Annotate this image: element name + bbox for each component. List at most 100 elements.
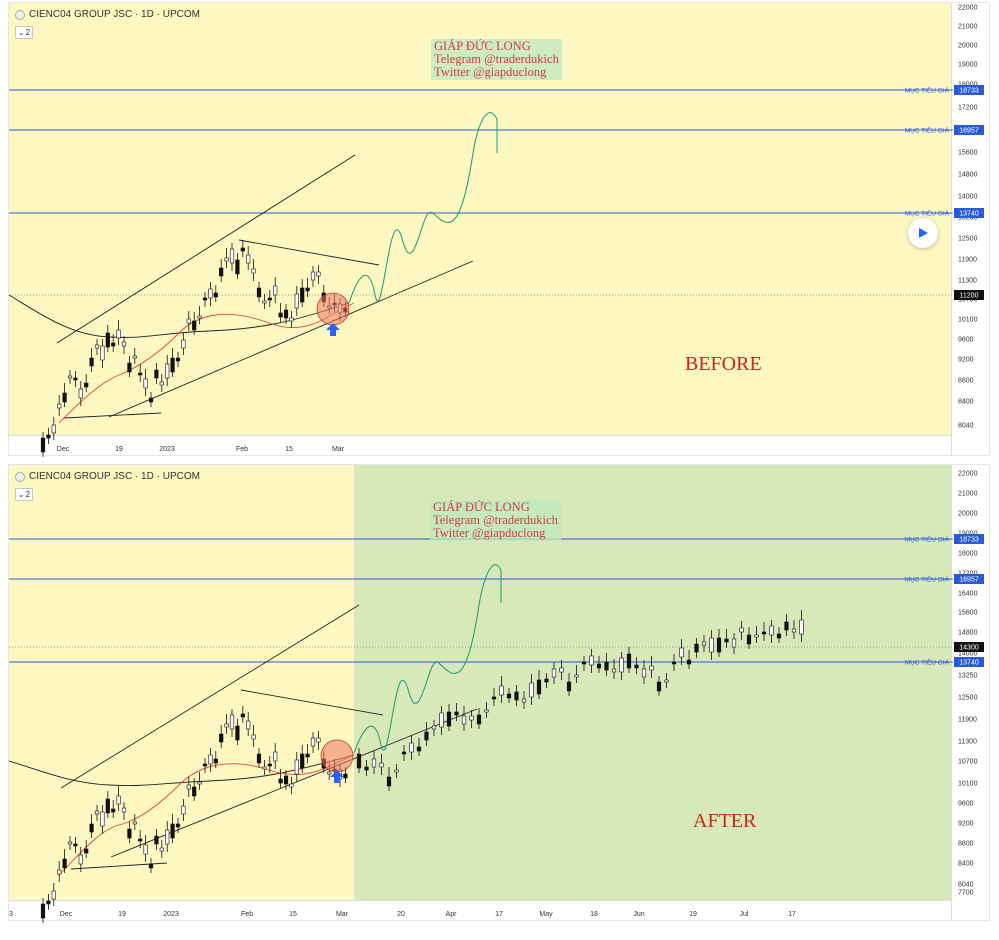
price-tick-label: 10100: [958, 317, 978, 324]
time-tick-label: 20: [397, 911, 405, 918]
time-axis[interactable]: [9, 435, 951, 455]
candle-body: [649, 665, 654, 671]
candle-body: [386, 776, 392, 787]
price-tick-label: 20000: [958, 43, 978, 50]
interval-toggle[interactable]: ⌄ 2: [15, 488, 33, 501]
time-tick-label: 15: [285, 446, 293, 453]
candle-body: [175, 357, 181, 362]
candle-body: [202, 297, 208, 301]
trendline: [56, 154, 356, 344]
price-tick-label: 8400: [958, 399, 974, 406]
candle-body: [262, 300, 267, 304]
price-tick-label: 11900: [958, 717, 977, 724]
interval-toggle[interactable]: ⌄ 2: [15, 26, 33, 39]
candle-body: [731, 638, 737, 648]
candle-body: [116, 329, 121, 339]
candle-body: [416, 746, 422, 752]
last-price-value: 11200: [960, 293, 979, 300]
candle-body: [278, 312, 283, 318]
candle-body: [78, 388, 83, 399]
candle-body: [371, 758, 377, 768]
candle-body: [186, 784, 191, 790]
candle-body: [46, 434, 51, 439]
candle-body: [51, 890, 56, 900]
price-tick-label: 8800: [958, 378, 974, 385]
candle-body: [181, 339, 186, 349]
candle-body: [769, 625, 774, 636]
play-icon: [919, 228, 928, 238]
candle-body: [278, 778, 283, 784]
candle-body: [94, 810, 100, 815]
candle-body: [192, 320, 197, 331]
candle-body: [529, 682, 534, 698]
candle-body: [343, 773, 348, 779]
target-price-value: 13740: [959, 660, 979, 667]
candle-body: [499, 685, 504, 696]
candle-body: [51, 424, 56, 434]
time-tick-label: 3: [9, 911, 13, 918]
candle-body: [73, 843, 78, 847]
price-tick-label: 14800: [958, 630, 978, 637]
candle-body: [62, 858, 67, 869]
play-button[interactable]: [908, 218, 938, 248]
interval-badge: 2: [25, 28, 31, 37]
candle-body: [170, 357, 175, 373]
price-tick-label: 22000: [958, 471, 978, 478]
chevron-down-icon: ⌄: [17, 28, 25, 37]
candle-body: [132, 355, 137, 359]
candle-body: [100, 811, 105, 827]
price-tick-label: 9600: [958, 337, 974, 344]
buy-arrow-icon: [326, 323, 340, 336]
time-axis[interactable]: [9, 900, 951, 920]
chart-panel-before[interactable]: 2200021000200001900018000172001640015600…: [8, 2, 990, 457]
price-tick-label: 12500: [958, 695, 978, 702]
target-price-badge: [954, 534, 984, 544]
price-tick-label: 21000: [958, 24, 978, 31]
candle-body: [84, 382, 89, 388]
price-tick-label: 14000: [958, 651, 978, 658]
symbol-title: CIENC04 GROUP JSC · 1D · UPCOM: [29, 471, 200, 482]
watermark-line-3: Twitter @giapduclong: [434, 65, 547, 79]
candle-body: [724, 638, 729, 643]
candle-body: [686, 659, 692, 665]
candle-body: [229, 248, 235, 264]
symbol-logo-icon: [15, 9, 25, 20]
candle-body: [186, 318, 191, 324]
author-watermark: GIÁP ĐỨC LONG Telegram @traderdukich Twi…: [431, 39, 562, 80]
symbol-header: CIENC04 GROUP JSC · 1D · UPCOM: [15, 9, 200, 20]
candle-body: [544, 678, 549, 683]
price-tick-label: 10100: [958, 781, 978, 788]
watermark-line-2: Telegram @traderdukich: [434, 52, 559, 66]
candle-body: [431, 725, 437, 730]
candle-body: [197, 315, 202, 319]
candle-body: [40, 437, 46, 453]
candle-body: [256, 753, 262, 764]
candle-body: [170, 823, 175, 839]
candle-body: [379, 762, 384, 768]
candle-body: [148, 863, 154, 869]
chart-panel-after[interactable]: 2200021000200001900018000172001640015600…: [8, 464, 990, 923]
after-label: AFTER: [693, 810, 757, 832]
candle-body: [224, 723, 229, 728]
last-price-value: 14300: [959, 645, 979, 652]
candle-body: [305, 753, 310, 758]
candle-body: [611, 668, 617, 673]
candle-body: [240, 713, 245, 718]
price-axis[interactable]: [951, 3, 989, 455]
entry-highlight-circle: [320, 739, 354, 773]
candle-body: [267, 297, 272, 301]
interval-badge: 2: [25, 490, 31, 499]
candle-body: [105, 798, 110, 814]
candle-body: [62, 392, 67, 403]
candle-body: [739, 627, 744, 633]
entry-highlight-circle: [316, 292, 350, 326]
time-tick-label: Jun: [633, 911, 644, 918]
candle-body: [213, 758, 218, 764]
time-tick-label: Dec: [60, 911, 73, 918]
candle-body: [300, 753, 305, 769]
candle-body: [409, 742, 414, 753]
candle-body: [67, 375, 73, 379]
moving-average-short: [58, 754, 355, 876]
candle-body: [219, 267, 224, 277]
candle-body: [127, 828, 132, 839]
